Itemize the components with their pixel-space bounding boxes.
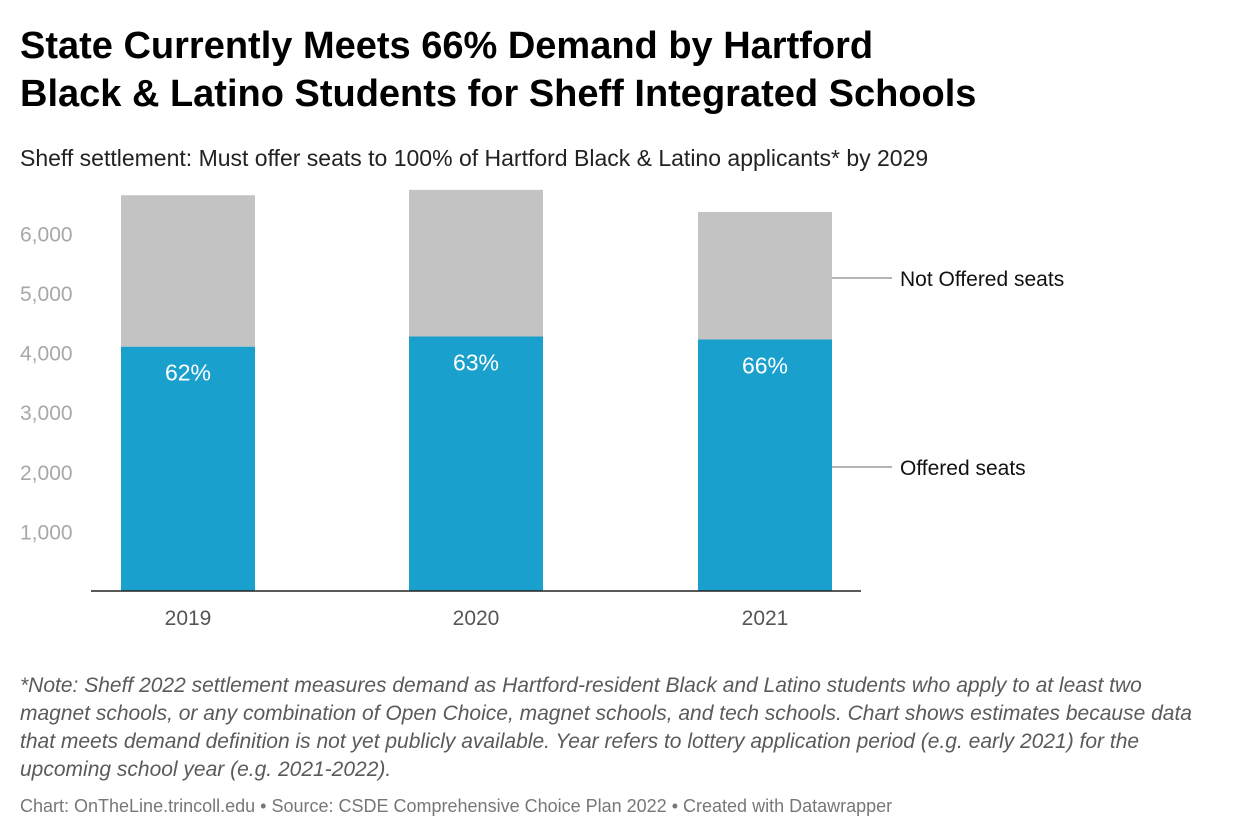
bar-not-offered-seats-2020 bbox=[409, 189, 543, 337]
bar-offered-seats-2019 bbox=[121, 346, 255, 591]
chart-credit: Chart: OnTheLine.trincoll.edu bbox=[20, 796, 256, 816]
chart-title-line-1: State Currently Meets 66% Demand by Hart… bbox=[20, 25, 874, 67]
legend-not-offered-seats: Not Offered seats bbox=[900, 268, 1064, 291]
bar-offered-seats-2021 bbox=[698, 339, 832, 591]
y-tick-label: 5,000 bbox=[20, 283, 73, 306]
x-tick-label: 2020 bbox=[453, 607, 500, 630]
stacked-bar-chart: 1,000 2,000 3,000 4,000 5,000 6,000 62% 63% 66%… bbox=[20, 189, 1064, 630]
bar-offered-seats-2020 bbox=[409, 336, 543, 591]
y-tick-label: 6,000 bbox=[20, 223, 73, 246]
y-axis-tick-labels: 1,000 2,000 3,000 4,000 5,000 6,000 bbox=[20, 223, 73, 544]
legend-offered-seats: Offered seats bbox=[900, 457, 1026, 480]
credits-footer: Chart: OnTheLine.trincoll.edu • Source: … bbox=[20, 793, 1220, 819]
x-axis-tick-labels: 2019 2020 2021 bbox=[165, 607, 789, 630]
chart-title-line-2: Black & Latino Students for Sheff Integr… bbox=[20, 73, 977, 115]
y-tick-label: 1,000 bbox=[20, 521, 73, 544]
direct-legend: Not Offered seats Offered seats bbox=[832, 268, 1064, 480]
bar-not-offered-seats-2019 bbox=[121, 195, 255, 347]
y-tick-label: 3,000 bbox=[20, 402, 73, 425]
y-tick-label: 2,000 bbox=[20, 462, 73, 485]
footer-separator: • bbox=[260, 796, 267, 816]
x-tick-label: 2019 bbox=[165, 607, 212, 630]
bar-data-label-2019: 62% bbox=[165, 360, 211, 386]
footer-separator: • bbox=[671, 796, 679, 816]
source-credit: Source: CSDE Comprehensive Choice Plan 2… bbox=[271, 796, 667, 816]
bar-not-offered-seats-2021 bbox=[698, 211, 832, 340]
bar-data-label-2020: 63% bbox=[453, 350, 499, 376]
y-tick-label: 4,000 bbox=[20, 343, 73, 366]
bars: 62% 63% 66% bbox=[121, 189, 832, 591]
tool-credit: Created with Datawrapper bbox=[683, 796, 893, 816]
x-tick-label: 2021 bbox=[742, 607, 789, 630]
footnote: *Note: Sheff 2022 settlement measures de… bbox=[20, 674, 1192, 781]
chart-subtitle: Sheff settlement: Must offer seats to 10… bbox=[20, 145, 929, 171]
bar-data-label-2021: 66% bbox=[742, 352, 788, 378]
chart-title: State Currently Meets 66% Demand by Hart… bbox=[20, 22, 1200, 118]
